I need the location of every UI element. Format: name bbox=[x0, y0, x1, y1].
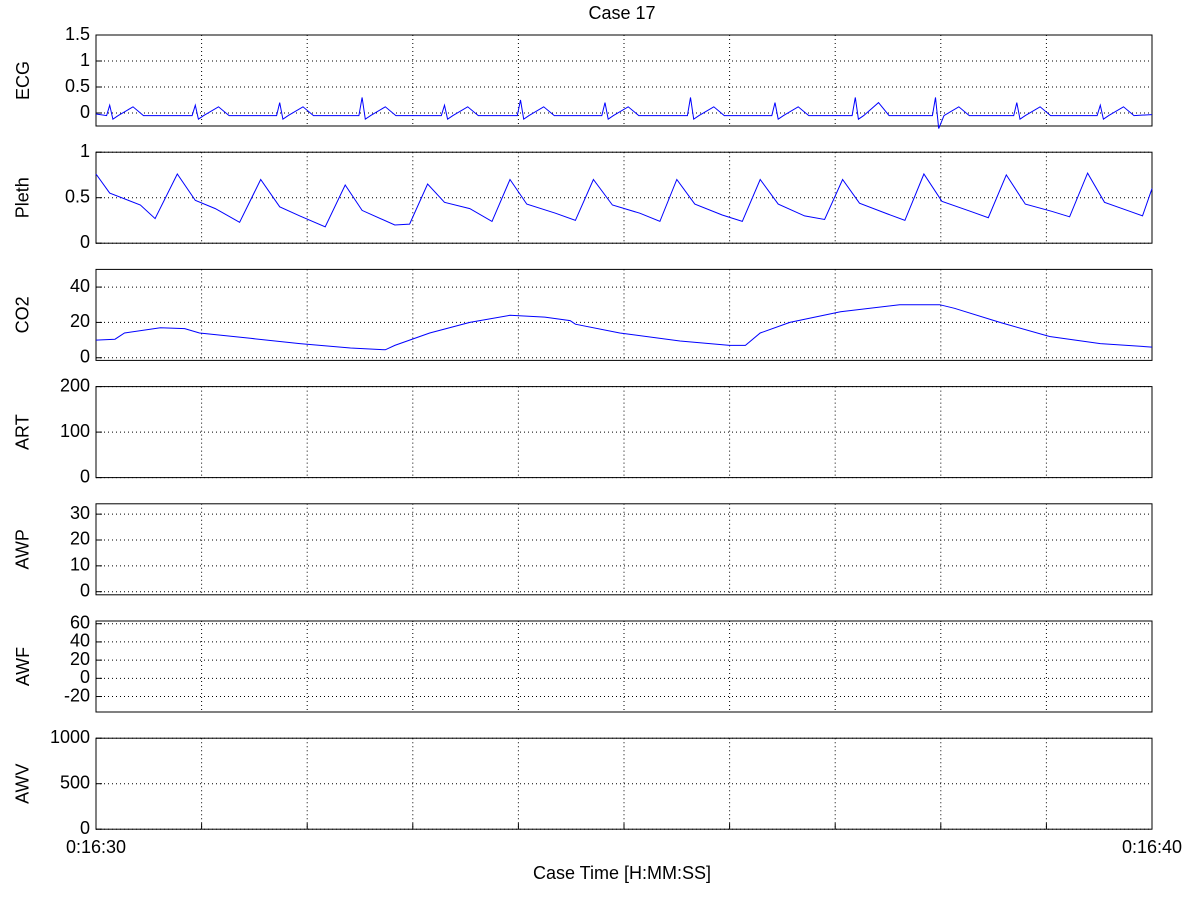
figure-title: Case 17 bbox=[588, 3, 655, 23]
y-tick-label: -20 bbox=[64, 685, 90, 705]
y-tick-label: 0 bbox=[80, 667, 90, 687]
axes-frame bbox=[95, 620, 1153, 713]
y-tick-label: 0.5 bbox=[65, 186, 90, 206]
signal-line bbox=[95, 97, 1153, 129]
y-tick-label: 500 bbox=[60, 772, 90, 792]
y-tick-label: 30 bbox=[70, 503, 90, 523]
y-tick-label: 100 bbox=[60, 421, 90, 441]
y-axis-label: AWV bbox=[13, 764, 33, 804]
y-axis-label: AWP bbox=[13, 529, 33, 569]
x-tick-label: 0:16:40 bbox=[1122, 837, 1182, 857]
signal-line bbox=[95, 304, 1153, 351]
y-tick-label: 20 bbox=[70, 529, 90, 549]
y-tick-label: 20 bbox=[70, 311, 90, 331]
y-tick-label: 0 bbox=[80, 232, 90, 252]
y-tick-label: 200 bbox=[60, 375, 90, 395]
y-tick-label: 1 bbox=[80, 141, 90, 161]
y-axis-label: CO2 bbox=[13, 296, 33, 333]
y-tick-label: 0 bbox=[80, 102, 90, 122]
y-tick-label: 60 bbox=[70, 612, 90, 632]
y-axis-label: ART bbox=[13, 414, 33, 450]
axes-frame bbox=[95, 151, 1153, 244]
y-tick-label: 0 bbox=[80, 818, 90, 838]
y-tick-label: 40 bbox=[70, 276, 90, 296]
y-tick-label: 1000 bbox=[50, 727, 90, 747]
axes-frame bbox=[95, 503, 1153, 596]
y-tick-label: 10 bbox=[70, 555, 90, 575]
y-tick-label: 1 bbox=[80, 50, 90, 70]
axes-frame bbox=[95, 386, 1153, 479]
y-tick-label: 0 bbox=[80, 466, 90, 486]
y-axis-label: AWF bbox=[13, 647, 33, 686]
axes-frame bbox=[95, 268, 1153, 361]
y-tick-label: 1.5 bbox=[65, 24, 90, 44]
x-tick-label: 0:16:30 bbox=[66, 837, 126, 857]
y-tick-label: 0.5 bbox=[65, 76, 90, 96]
y-axis-label: ECG bbox=[13, 61, 33, 100]
signal-line bbox=[95, 171, 1153, 228]
axes-frame bbox=[95, 34, 1153, 127]
y-tick-label: 20 bbox=[70, 649, 90, 669]
y-axis-label: Pleth bbox=[13, 177, 33, 218]
x-axis-label: Case Time [H:MM:SS] bbox=[533, 863, 711, 883]
y-tick-label: 0 bbox=[80, 346, 90, 366]
y-tick-label: 40 bbox=[70, 631, 90, 651]
y-tick-label: 0 bbox=[80, 580, 90, 600]
